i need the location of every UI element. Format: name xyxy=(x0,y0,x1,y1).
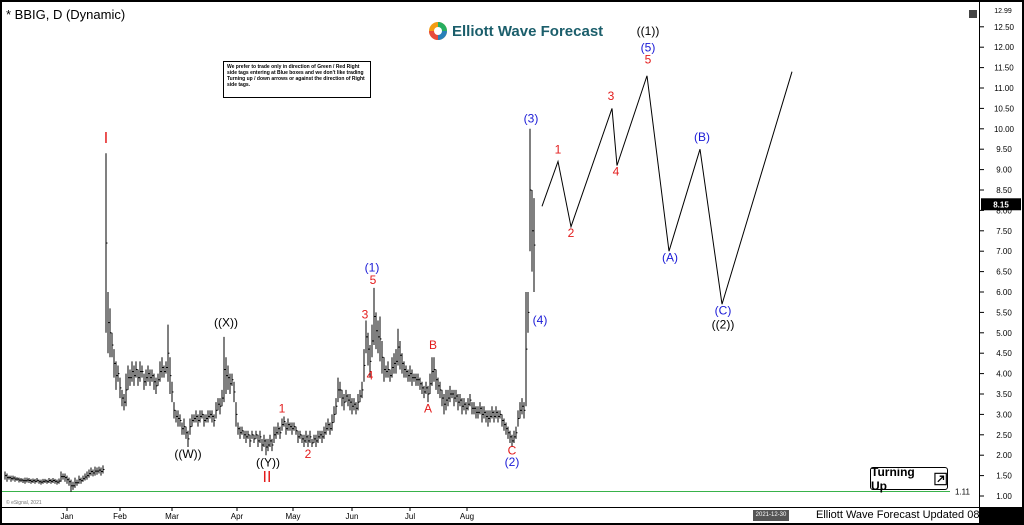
wave-label: (2) xyxy=(505,455,520,469)
wave-label: 4 xyxy=(613,165,620,179)
y-tick-label: 6.50 xyxy=(996,268,1012,277)
top-price-label: 12.99 xyxy=(994,8,1012,15)
brand-logo: Elliott Wave Forecast xyxy=(428,20,603,42)
y-tick-label: 12.00 xyxy=(994,43,1015,52)
wave-label: ((W)) xyxy=(174,447,201,461)
x-tick-label: Jan xyxy=(61,512,74,521)
wave-label: (A) xyxy=(662,250,678,264)
wave-label: (4) xyxy=(533,313,548,327)
y-tick-label: 1.00 xyxy=(996,492,1012,501)
wave-label: I xyxy=(104,130,108,147)
y-tick-label: 6.00 xyxy=(996,288,1012,297)
x-tick-label: Jun xyxy=(346,512,359,521)
wave-label: ((1)) xyxy=(637,24,660,38)
wave-label: 3 xyxy=(362,308,369,322)
elliott-wave-logo-icon xyxy=(429,22,447,40)
wave-label: 2 xyxy=(568,226,575,240)
wave-label: ((2)) xyxy=(712,318,735,332)
y-tick-label: 5.00 xyxy=(996,329,1012,338)
time-axis[interactable] xyxy=(2,508,979,523)
y-tick-label: 5.50 xyxy=(996,308,1012,317)
y-tick-label: 3.00 xyxy=(996,410,1012,419)
wave-label: 3 xyxy=(608,89,615,103)
wave-label: C xyxy=(508,443,517,457)
y-tick-label: 9.50 xyxy=(996,145,1012,154)
wave-label: 5 xyxy=(645,53,652,67)
wave-label: (B) xyxy=(694,130,710,144)
y-tick-label: 1.50 xyxy=(996,472,1012,481)
wave-label: 4 xyxy=(367,369,374,383)
update-footer: Elliott Wave Forecast Updated 08.31.2021 xyxy=(816,509,1023,521)
y-tick-label: 8.00 xyxy=(996,206,1012,215)
y-tick-label: 11.50 xyxy=(994,64,1014,73)
wave-label: (C) xyxy=(715,303,732,317)
wave-label: A xyxy=(424,401,432,415)
x-tick-label: Mar xyxy=(165,512,179,521)
wave-label: (3) xyxy=(524,112,539,126)
plot-area[interactable] xyxy=(2,2,979,507)
wave-label: 1 xyxy=(555,142,562,156)
brand-name: Elliott Wave Forecast xyxy=(452,22,604,40)
x-tick-label: Aug xyxy=(460,512,474,521)
x-tick-label: May xyxy=(285,512,300,521)
y-tick-label: 11.00 xyxy=(994,84,1014,93)
x-tick-label: Apr xyxy=(231,512,244,521)
chart-title: * BBIG, D (Dynamic) xyxy=(6,7,126,22)
last-price-marker xyxy=(981,198,1021,211)
last-price-label: 8.15 xyxy=(993,200,1009,209)
turning-up-arrow-icon xyxy=(934,472,947,485)
y-tick-label: 10.00 xyxy=(994,125,1015,134)
y-tick-label: 2.00 xyxy=(996,451,1012,460)
wave-label: 2 xyxy=(305,447,312,461)
turning-up-badge: Turning Up xyxy=(870,464,948,493)
support-level-label: 1.11 xyxy=(955,488,971,497)
wave-label: 1 xyxy=(279,401,286,415)
trading-note: We prefer to trade only in direction of … xyxy=(223,61,371,98)
scroll-icon[interactable] xyxy=(969,10,977,18)
wave-label: ((X)) xyxy=(214,316,238,330)
copyright: © eSignal, 2021 xyxy=(6,500,42,506)
projection-path xyxy=(541,71,793,305)
y-tick-label: 3.50 xyxy=(996,390,1012,399)
turning-up-label: Turning Up xyxy=(871,464,915,493)
y-tick-label: 2.50 xyxy=(996,431,1012,440)
y-tick-label: 7.50 xyxy=(996,227,1012,236)
y-tick-label: 7.00 xyxy=(996,247,1012,256)
y-tick-label: 4.50 xyxy=(996,349,1012,358)
price-axis[interactable] xyxy=(980,2,1022,507)
wave-label: (5) xyxy=(641,40,656,54)
wave-label: B xyxy=(429,338,437,352)
wave-label: (1) xyxy=(365,261,380,275)
y-tick-label: 8.50 xyxy=(996,186,1012,195)
cursor-date: 2021-12-30 xyxy=(753,510,789,521)
y-tick-label: 12.50 xyxy=(994,23,1015,32)
wave-label: II xyxy=(263,469,272,486)
y-tick-label: 9.00 xyxy=(996,166,1012,175)
x-tick-label: Feb xyxy=(113,512,127,521)
x-tick-label: Jul xyxy=(405,512,415,521)
wave-label: 5 xyxy=(370,273,377,287)
y-tick-label: 10.50 xyxy=(994,104,1015,113)
y-tick-label: 4.00 xyxy=(996,370,1012,379)
wave-label: ((Y)) xyxy=(256,456,280,470)
